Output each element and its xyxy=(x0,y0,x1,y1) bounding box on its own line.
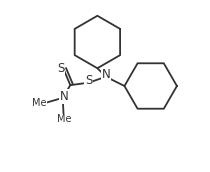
Text: Me: Me xyxy=(32,98,46,108)
Text: N: N xyxy=(60,90,68,103)
Text: Me: Me xyxy=(57,114,72,124)
Text: S: S xyxy=(57,62,64,75)
Text: S: S xyxy=(85,74,93,87)
Text: N: N xyxy=(101,68,110,81)
